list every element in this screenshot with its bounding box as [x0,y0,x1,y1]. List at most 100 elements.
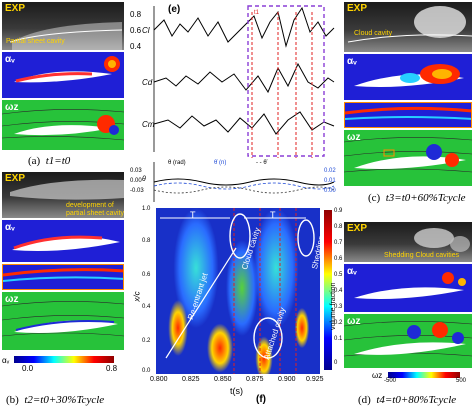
theta-tick-right-2: 0.00 [324,188,336,194]
vf-tick-9: 0 [334,360,338,366]
caption-d-time: t4=t0+80%Tcycle [376,394,457,406]
alpha-colorbar-label: αᵥ [2,356,10,365]
omega-tag: ωz [347,132,361,143]
vf-tick-4: 0.5 [334,272,343,278]
panel-c-exp-photo: EXP Cloud cavity [344,2,472,52]
vf-tick-1: 0.8 [334,224,343,230]
omega-tag: ωz [347,316,361,327]
contour-ylabel: x/c [132,291,142,302]
omega-colorbar-max: 500 [456,378,467,384]
cavity-note: Shedding Cloud cavities [384,252,460,259]
caption-c-time: t3=t0+60%Tcycle [385,192,466,204]
caption-d: (d) t4=t0+80%Tcycle [358,394,456,406]
vf-tick-6: 0.3 [334,304,343,310]
panel-f-contour: T T Re-entrant jet Cloud cavity Shedding… [156,208,331,374]
theta-axis-label: θ [142,176,146,183]
contour-ytick-0.8: 0.8 [142,238,151,244]
alpha-tag: αᵥ [5,222,15,233]
vf-tick-8: 0.1 [334,336,343,342]
attached-cavity-ellipse [253,317,283,359]
panel-e-force-curves: (e) 0.8 0.6 0.4 Cl Cd Cm t1 [128,2,340,162]
contour-xtick-5: 0.925 [306,376,324,383]
cm-curve [153,111,335,135]
omega-tag: ωz [5,102,19,113]
caption-b-time: t2=t0+30%Tcycle [24,394,105,406]
contour-xtick-2: 0.850 [214,376,232,383]
cd-axis-label: Cd [142,78,153,87]
alpha-tag: αᵥ [5,54,15,65]
panel-b-exp-photo: EXP development of partial sheet cavity [2,172,124,218]
panel-c-alpha-field: αᵥ [344,54,472,100]
contour-ytick-0.2: 0.2 [142,338,151,344]
cd-curve [153,62,335,94]
vf-tick-5: 0.4 [334,288,343,294]
theta-dot-curve [153,182,335,190]
theta-ddot-curve [153,186,335,194]
omega-colorbar-label: ωz [372,371,383,380]
contour-ytick-0.6: 0.6 [142,272,151,278]
vf-tick-3: 0.6 [334,256,343,262]
caption-a-letter: (a) [28,155,41,167]
period-label-2: T [270,210,276,220]
tick-0-4: 0.4 [130,42,142,51]
tick-0-8: 0.8 [130,10,142,19]
panel-a-exp-photo: EXP Partial sheet cavity [2,2,124,50]
caption-b: (b) t2=t0+30%Tcycle [6,394,104,406]
panel-e-letter: (e) [168,4,181,15]
contour-ytick-1.0: 1.0 [142,206,151,212]
cl-curve [153,6,335,48]
caption-d-letter: (d) [358,394,371,406]
cavity-note: Cloud cavity [354,30,393,37]
panel-e-theta-strip: θ (rad) θ̇ (n) - - θ̈ 0.03 0.00 -0.03 0.… [128,160,340,204]
vf-colorbar-label: volume fraction [330,282,337,330]
panel-f-letter: (f) [256,394,266,405]
time-label-t1: t1 [254,10,260,16]
contour-xtick-0: 0.800 [150,376,168,383]
panel-d-exp-photo: EXP Shedding Cloud cavities [344,222,472,262]
alpha-tag: αᵥ [347,56,357,67]
panel-c-vorticity-zoom [344,102,472,128]
caption-b-letter: (b) [6,394,19,406]
panel-c-vorticity-field: ωz [344,130,472,186]
vf-tick-0: 0.9 [334,208,343,214]
alpha-colorbar [14,356,114,363]
cloud-cavity-ellipse [229,213,251,259]
cavity-note: development of partial sheet cavity [66,202,124,217]
alpha-tag: αᵥ [347,266,357,277]
exp-label: EXP [347,223,368,234]
panel-b-vorticity-field: ωz [2,292,124,350]
panel-a-vorticity-field: ωz [2,100,124,150]
force-curves-svg [153,5,335,158]
cm-axis-label: Cm [142,120,155,129]
period-label-1: T [190,210,196,220]
theta-tick-left-0: 0.03 [130,168,142,174]
legend-theta-dot: θ̇ (n) [214,160,227,166]
alpha-colorbar-max: 0.8 [106,364,118,373]
legend-theta-ddot: - - θ̈ [256,160,267,166]
panel-b-alpha-field: αᵥ [2,220,124,262]
cl-axis-label: Cl [142,26,150,35]
contour-xtick-4: 0.900 [278,376,296,383]
omega-colorbar [388,372,460,378]
theta-curve [153,178,335,186]
caption-a-time: t1=t0 [45,155,71,167]
panel-d-alpha-field: αᵥ [344,264,472,312]
panel-a-alpha-field: αᵥ [2,52,124,98]
omega-tag: ωz [5,294,19,305]
cavity-note: Partial sheet cavity [6,38,65,45]
theta-tick-right-1: 0.01 [324,178,336,184]
volume-fraction-colorbar [324,210,332,370]
caption-c: (c) t3=t0+60%Tcycle [368,192,466,204]
panel-b-vorticity-zoom [2,264,124,290]
exp-label: EXP [5,3,26,14]
contour-xlabel: t(s) [230,386,243,396]
caption-a: (a) t1=t0 [28,155,70,167]
caption-c-letter: (c) [368,192,381,204]
alpha-colorbar-min: 0.0 [22,364,34,373]
panel-d-vorticity-field: ωz [344,314,472,368]
exp-label: EXP [347,3,368,14]
vf-tick-2: 0.7 [334,240,343,246]
legend-theta: θ (rad) [168,160,186,166]
re-entrant-jet-arrow [165,247,237,359]
vf-tick-7: 0.2 [334,320,343,326]
